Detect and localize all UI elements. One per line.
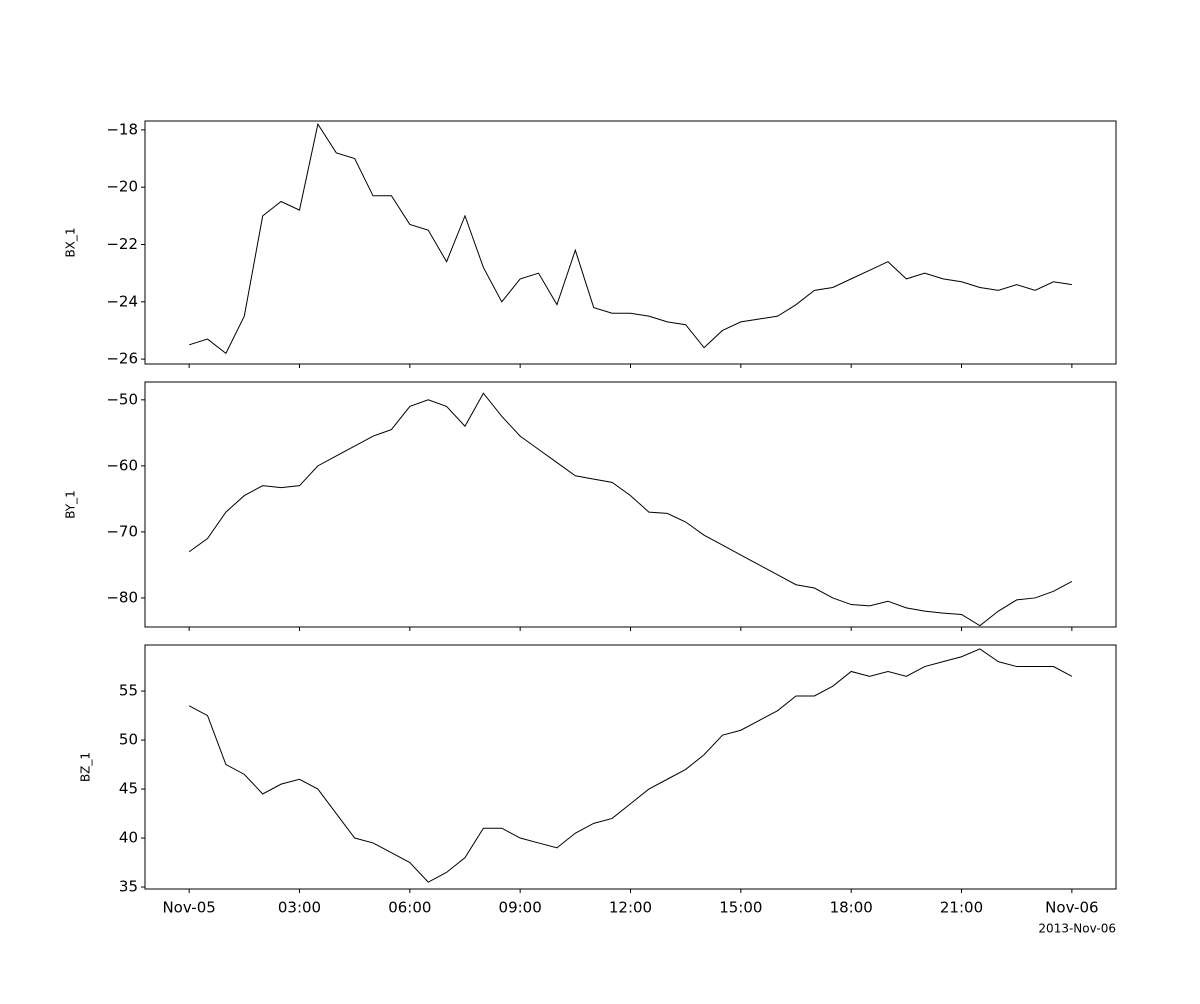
y-tick-label: −50 <box>106 390 138 408</box>
y-tick-label: 40 <box>119 829 138 847</box>
y-tick-label: −80 <box>106 588 138 606</box>
data-line <box>188 392 1073 627</box>
x-tick-label: 15:00 <box>719 899 762 917</box>
x-offset-label: 2013-Nov-06 <box>1038 922 1116 936</box>
y-tick-label: 45 <box>119 780 138 798</box>
x-tick-label: 03:00 <box>278 899 321 917</box>
x-tick-label: 18:00 <box>830 899 873 917</box>
plot-frame <box>144 120 1117 365</box>
x-tick-label: 12:00 <box>609 899 652 917</box>
data-line <box>188 648 1073 883</box>
plot-frame <box>144 644 1117 890</box>
y-tick-label: 55 <box>119 682 138 700</box>
y-tick-label: −20 <box>106 178 138 196</box>
x-tick-label: Nov-06 <box>1045 899 1098 917</box>
x-tick-label: 09:00 <box>499 899 542 917</box>
y-tick-label: 50 <box>119 731 138 749</box>
y-tick-label: −22 <box>106 235 138 253</box>
x-tick-label: 21:00 <box>940 899 983 917</box>
y-axis-label: BY_1 <box>64 490 78 519</box>
y-tick-label: 35 <box>119 878 138 896</box>
data-line <box>188 122 1072 355</box>
y-tick-label: −60 <box>106 456 138 474</box>
y-tick-label: −26 <box>106 350 138 368</box>
x-tick-label: Nov-05 <box>162 899 215 917</box>
y-tick-label: −70 <box>106 522 138 540</box>
x-tick-label: 06:00 <box>388 899 431 917</box>
y-tick-label: −24 <box>106 292 138 310</box>
y-tick-label: −18 <box>106 120 138 138</box>
plot-frame <box>144 381 1117 628</box>
y-axis-label: BZ_1 <box>79 752 93 782</box>
y-axis-label: BX_1 <box>64 227 78 257</box>
